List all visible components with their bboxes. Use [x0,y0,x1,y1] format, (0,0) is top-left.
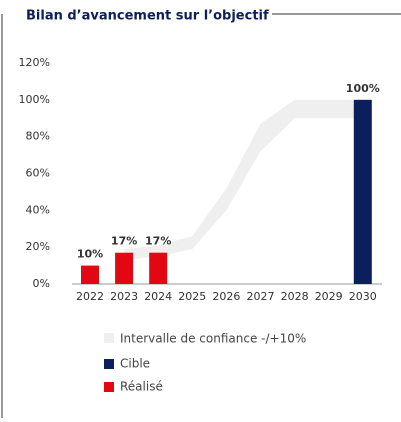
x-tick-label: 2026 [212,290,240,303]
x-tick-label: 2023 [110,290,138,303]
x-tick-label: 2024 [144,290,172,303]
x-tick-label: 2022 [76,290,104,303]
value-label: 100% [346,82,380,95]
value-label: 17% [145,235,171,248]
legend-label: Réalisé [120,380,163,394]
y-tick-label: 120% [19,56,50,69]
bar [149,252,168,284]
bar [81,265,99,284]
y-tick-label: 20% [26,240,50,253]
y-tick-label: 0% [33,277,50,290]
legend-label: Intervalle de confiance -/+10% [120,332,306,346]
value-label: 17% [111,235,137,248]
y-tick-label: 40% [26,203,50,216]
value-label: 10% [77,248,103,261]
x-tick-label: 2028 [281,290,309,303]
x-tick-label: 2030 [349,290,377,303]
legend-swatch [104,333,114,343]
y-tick-label: 80% [26,130,50,143]
x-tick-label: 2027 [247,290,275,303]
confidence-band [124,99,363,261]
bar [353,99,372,284]
x-tick-label: 2029 [315,290,343,303]
x-tick-label: 2025 [178,290,206,303]
y-tick-label: 60% [26,167,50,180]
legend-swatch [104,382,114,392]
legend-swatch [104,359,114,369]
chart-title: Bilan d’avancement sur l’objectif [26,9,269,24]
bar [115,252,134,284]
legend-label: Cible [120,357,150,371]
y-tick-label: 100% [19,93,50,106]
